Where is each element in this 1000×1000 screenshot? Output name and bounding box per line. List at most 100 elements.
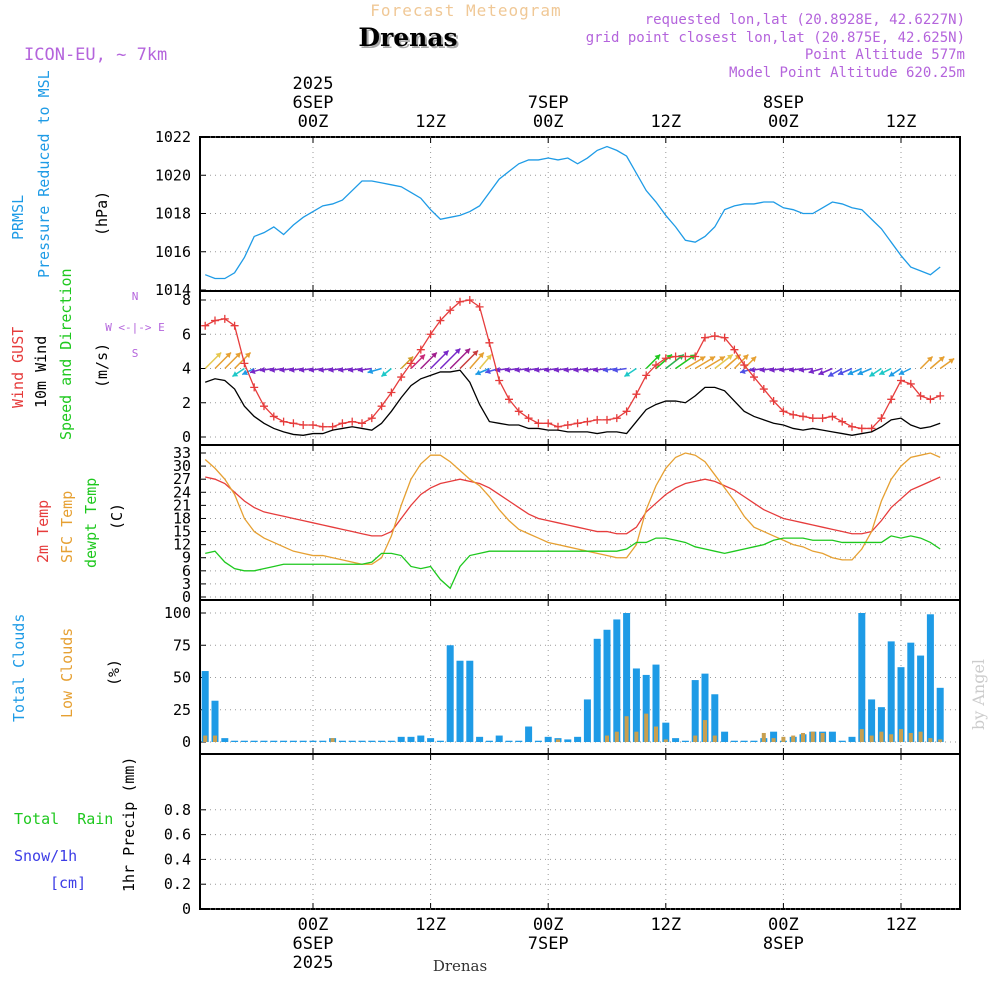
total-cloud-bar: [407, 736, 415, 742]
wind-vector-head: [847, 369, 854, 376]
low-cloud-bar: [781, 736, 786, 742]
wind-vector-head: [624, 371, 631, 377]
wind-vector-head: [879, 369, 886, 375]
total-cloud-bar: [701, 673, 709, 742]
wind-vector-head: [857, 369, 864, 376]
wind-vector-head: [308, 366, 315, 373]
total-cloud-bar: [476, 736, 484, 742]
total-cloud-bar: [378, 740, 386, 742]
series-line-sfc-temp: [204, 452, 941, 565]
gust-marker: [681, 352, 690, 361]
wind-vector-head: [431, 352, 437, 359]
low-cloud-bar: [703, 720, 707, 742]
sfc-temp-label: SFC Temp: [58, 491, 76, 563]
wind-vector-head: [442, 350, 449, 357]
y-tick-label: 0.2: [164, 875, 191, 893]
gust-marker: [407, 359, 415, 368]
wind-vector-head: [828, 371, 835, 377]
gust-marker: [652, 361, 660, 370]
time-label: 00Z: [298, 915, 329, 935]
low-cloud-bar: [918, 731, 923, 742]
gust-marker: [416, 345, 425, 354]
compass-south: S: [132, 347, 139, 360]
total-cloud-bar: [858, 613, 866, 742]
time-label: 7SEP: [528, 93, 569, 113]
point-altitude: Point Altitude 577m: [805, 47, 965, 63]
gust-marker: [936, 391, 945, 400]
y-tick-label: 0: [182, 588, 191, 606]
y-tick-label: 6: [182, 562, 191, 580]
wind-vector-head: [838, 369, 844, 376]
low-cloud-bar: [624, 716, 629, 742]
gust-marker: [622, 407, 631, 416]
wind-vector-head: [544, 366, 550, 373]
gust-marker: [544, 419, 553, 428]
low-cloud-bar: [889, 734, 894, 742]
gust-marker: [857, 424, 866, 433]
location-title: Drenas: [358, 23, 457, 52]
gust-marker: [887, 395, 896, 404]
temp-labels: 2m Temp SFC Temp dewpt Temp (C): [34, 478, 126, 568]
low-cloud-bar: [614, 731, 619, 742]
model-name: ICON-EU, ~ 7km: [24, 45, 167, 65]
total-cloud-bar: [387, 740, 395, 742]
total-cloud-bar: [887, 641, 895, 742]
gust-marker: [348, 417, 357, 426]
total-cloud-bar: [583, 699, 591, 742]
gust-marker: [720, 333, 729, 342]
gust-marker: [505, 395, 513, 404]
time-label: 12Z: [886, 112, 917, 132]
y-tick-label: 3: [182, 575, 191, 593]
gust-marker: [201, 321, 210, 330]
snow-unit: [cm]: [50, 874, 86, 892]
total-cloud-bar: [926, 614, 934, 742]
total-cloud-bar: [485, 740, 493, 742]
y-tick-label: 27: [173, 470, 191, 488]
y-tick-label: 8: [182, 291, 191, 309]
temp-unit: (C): [108, 503, 126, 530]
total-cloud-bar: [721, 731, 729, 742]
total-cloud-bar: [495, 735, 503, 742]
wind-vector-head: [464, 348, 471, 355]
total-cloud-bar: [623, 613, 631, 742]
low-cloud-bar: [820, 732, 825, 742]
total-cloud-bar: [574, 736, 582, 742]
total-cloud-bar: [250, 740, 258, 742]
total-cloud-bar: [0, 725, 7, 742]
gust-marker: [867, 424, 876, 433]
y-tick-label: 0: [182, 900, 191, 918]
wind-vector-head: [719, 356, 725, 362]
y-tick-label: 21: [173, 496, 191, 514]
wind-vector-head: [299, 366, 305, 373]
low-clouds-label: Low Clouds: [58, 628, 76, 718]
gust-marker: [377, 402, 386, 411]
wind-vector-head: [534, 366, 540, 373]
gust-marker: [328, 422, 337, 431]
prmsl-label: PRMSL: [9, 195, 27, 240]
wind-vector-head: [898, 369, 905, 375]
total-cloud-bar: [260, 740, 268, 742]
gust-marker: [495, 376, 504, 385]
total-cloud-bar: [672, 738, 680, 742]
wind-vector-head: [514, 366, 520, 373]
total-cloud-bar: [652, 664, 660, 742]
panel-content: [201, 296, 955, 436]
total-cloud-bar: [466, 660, 474, 742]
total-cloud-bar: [211, 700, 219, 742]
total-cloud-bar: [848, 736, 856, 742]
total-cloud-bar: [877, 707, 885, 742]
gust-marker: [661, 354, 670, 363]
gust-marker: [358, 419, 366, 428]
speed-direction-label: Speed and Direction: [57, 268, 75, 440]
total-cloud-bar: [240, 740, 248, 742]
gust-marker: [740, 361, 749, 370]
wind-vector-head: [553, 366, 560, 373]
low-cloud-bar: [644, 713, 649, 742]
low-cloud-bar: [791, 735, 796, 742]
total-cloud-bar: [289, 740, 297, 742]
y-tick-label: 12: [173, 536, 191, 554]
wind-vector-head: [818, 369, 825, 376]
wind-vector-head: [524, 366, 530, 373]
